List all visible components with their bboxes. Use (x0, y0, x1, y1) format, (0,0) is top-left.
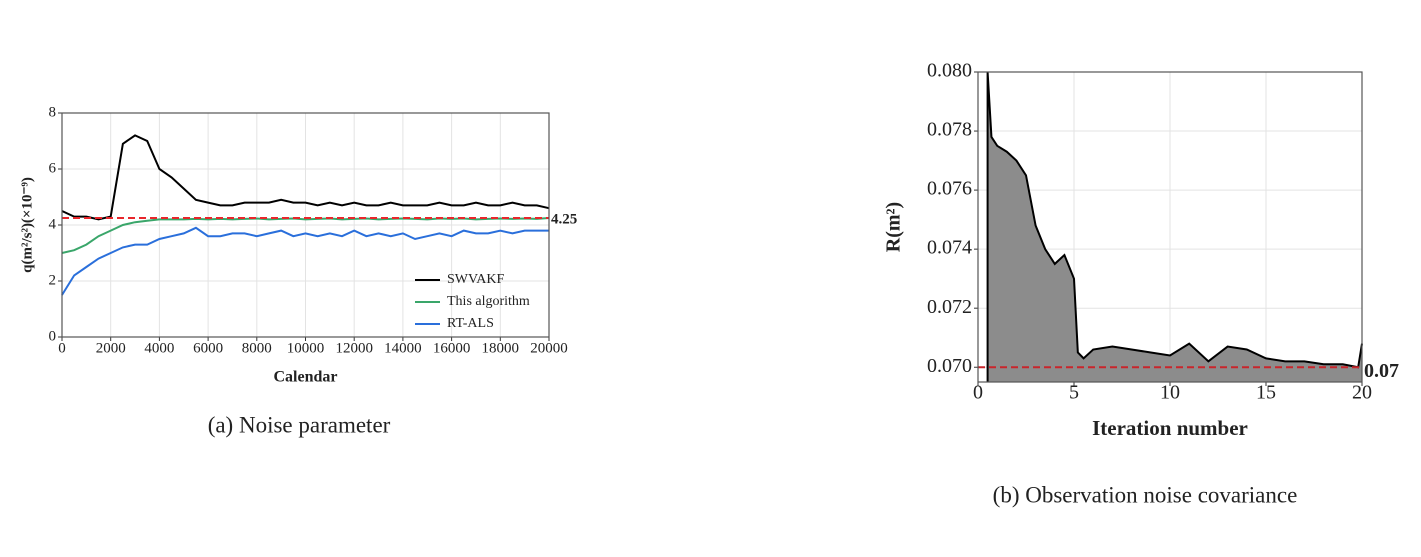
y-tick-label: 0.078 (927, 119, 972, 141)
plot-frame (61, 112, 550, 338)
legend-label: This algorithm (447, 294, 530, 309)
y-axis-label: R(m²) (883, 202, 905, 252)
x-axis-label: Iteration number (1092, 416, 1248, 440)
caption: (b) Observation noise covariance (993, 482, 1298, 507)
caption: (a) Noise parameter (208, 412, 391, 437)
y-tick-label: 0.076 (927, 178, 972, 200)
y-tick-label: 0.080 (927, 60, 972, 82)
x-tick-label: 5 (1069, 382, 1079, 404)
legend-label: SWVAKF (447, 272, 505, 287)
legend-label: RT-ALS (447, 316, 494, 331)
x-tick-label: 10 (1160, 382, 1180, 404)
y-axis-label: q(m²/s²)(×10⁻⁹) (19, 177, 35, 273)
series-line (61, 226, 549, 296)
y-tick-label: 6 (49, 160, 57, 176)
x-tick-label: 18000 (482, 340, 520, 356)
x-tick-label: 4000 (144, 340, 174, 356)
area (987, 72, 1362, 382)
series-line (61, 217, 550, 254)
y-tick-label: 0 (49, 328, 57, 344)
x-tick-label: 8000 (242, 340, 272, 356)
series-line (61, 134, 550, 221)
x-tick-label: 12000 (335, 340, 373, 356)
x-tick-label: 16000 (433, 340, 471, 356)
x-tick-label: 20000 (530, 340, 568, 356)
y-tick-label: 2 (49, 272, 57, 288)
reference-label: 0.07 (1364, 360, 1399, 382)
x-tick-label: 14000 (384, 340, 422, 356)
x-axis-label: Calendar (274, 369, 338, 386)
x-tick-label: 0 (58, 340, 66, 356)
x-tick-label: 2000 (96, 340, 126, 356)
x-tick-label: 6000 (193, 340, 223, 356)
x-tick-label: 10000 (287, 340, 325, 356)
x-tick-label: 0 (973, 382, 983, 404)
y-tick-label: 0.072 (927, 296, 972, 318)
y-tick-label: 8 (49, 104, 57, 120)
x-tick-label: 15 (1256, 382, 1276, 404)
reference-label: 4.25 (551, 211, 577, 227)
y-tick-label: 0.074 (927, 237, 972, 259)
x-tick-label: 20 (1352, 382, 1372, 404)
y-tick-label: 0.070 (927, 355, 972, 377)
y-tick-label: 4 (49, 216, 57, 232)
plot-frame (977, 71, 1363, 383)
series-line (986, 71, 1363, 382)
